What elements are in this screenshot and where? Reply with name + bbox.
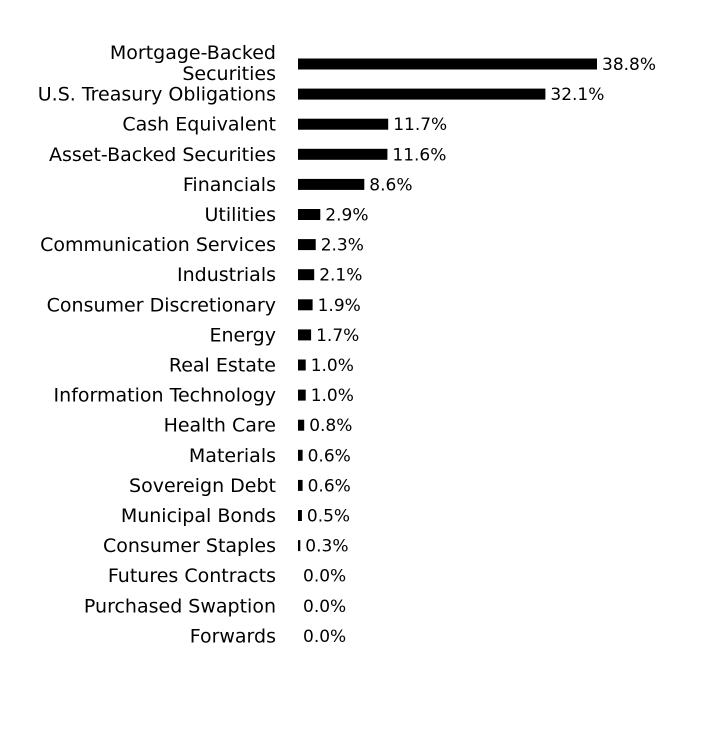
value-label: 2.9% — [325, 206, 368, 226]
value-label: 11.6% — [392, 145, 446, 165]
value-label: 8.6% — [369, 175, 412, 195]
category-label: Cash Equivalent — [122, 114, 276, 136]
category-label: Forwards — [190, 625, 276, 647]
value-label: 38.8% — [602, 55, 656, 75]
bar — [298, 449, 303, 461]
category-label: U.S. Treasury Obligations — [38, 84, 276, 106]
category-label-line: Sovereign Debt — [129, 475, 276, 497]
category-label-line: Utilities — [204, 204, 276, 226]
bar — [298, 178, 365, 190]
value-label: 1.9% — [318, 296, 361, 316]
category-label: Municipal Bonds — [121, 505, 276, 527]
category-label: Industrials — [177, 264, 276, 286]
category-label-line: Materials — [189, 445, 276, 467]
category-label: Financials — [183, 174, 276, 196]
category-label-line: Financials — [183, 174, 276, 196]
value-label: 1.0% — [311, 386, 354, 406]
value-label: 0.5% — [307, 507, 350, 527]
category-label: Consumer Discretionary — [47, 294, 276, 316]
category-label-line: Information Technology — [54, 385, 276, 407]
category-label: Communication Services — [40, 234, 276, 256]
category-label-line: Consumer Discretionary — [47, 294, 276, 316]
category-label: Materials — [189, 445, 276, 467]
category-label-line: Purchased Swaption — [84, 595, 276, 617]
category-label: Utilities — [204, 204, 276, 226]
category-label-line: Municipal Bonds — [121, 505, 276, 527]
bar — [298, 510, 302, 521]
value-label: 2.3% — [321, 236, 364, 256]
category-label: Futures Contracts — [108, 565, 276, 587]
category-label-line: Asset-Backed Securities — [49, 144, 276, 166]
category-label-line: Forwards — [190, 625, 276, 647]
category-label: Sovereign Debt — [129, 475, 276, 497]
bar — [298, 239, 316, 251]
category-label-line: Cash Equivalent — [122, 114, 276, 136]
value-label: 2.1% — [319, 266, 362, 286]
bar — [298, 419, 305, 431]
bar — [298, 479, 303, 491]
value-label: 1.0% — [311, 356, 354, 376]
category-label: Purchased Swaption — [84, 595, 276, 617]
category-label: Health Care — [164, 415, 276, 437]
bar — [298, 299, 313, 311]
value-labels: 38.8% 32.1% 11.7% 11.6% 8.6%2.9% 2.3% 2.1% 1.9%… — [303, 55, 656, 647]
category-label-line: Mortgage-Backed — [110, 42, 276, 64]
bar — [298, 148, 388, 160]
bar — [298, 540, 301, 552]
value-label: 0.6% — [308, 476, 351, 496]
category-label-line: U.S. Treasury Obligations — [38, 84, 276, 106]
bar — [298, 118, 389, 130]
category-label: Mortgage-Backed Securities — [110, 42, 276, 85]
value-label: 0.8% — [309, 416, 352, 436]
value-label: 0.3% — [305, 537, 348, 557]
bar — [298, 88, 546, 100]
category-label: Consumer Staples — [103, 535, 276, 557]
category-label-line: Energy — [209, 324, 276, 346]
bar — [298, 58, 597, 70]
bars — [298, 58, 597, 552]
value-label: 1.7% — [316, 326, 359, 346]
category-label: Real Estate — [169, 355, 276, 377]
category-label-line: Health Care — [164, 415, 276, 437]
category-label-line: Futures Contracts — [108, 565, 276, 587]
value-label: 0.0% — [303, 567, 346, 587]
category-label-line: Industrials — [177, 264, 276, 286]
category-label-line: Communication Services — [40, 234, 276, 256]
bar — [298, 359, 306, 371]
category-label-line: Consumer Staples — [103, 535, 276, 557]
category-label: Information Technology — [54, 385, 276, 407]
category-label: Energy — [209, 324, 276, 346]
value-label: 0.6% — [308, 446, 351, 466]
value-label: 0.0% — [303, 597, 346, 617]
bar — [298, 269, 315, 281]
bar — [298, 389, 306, 401]
value-label: 32.1% — [550, 85, 604, 105]
category-label-line: Real Estate — [169, 355, 276, 377]
value-label: 0.0% — [303, 627, 346, 647]
category-label: Asset-Backed Securities — [49, 144, 276, 166]
category-label-line: Securities — [182, 63, 276, 85]
bar — [298, 329, 312, 341]
value-label: 11.7% — [393, 115, 447, 135]
bar — [298, 209, 321, 220]
